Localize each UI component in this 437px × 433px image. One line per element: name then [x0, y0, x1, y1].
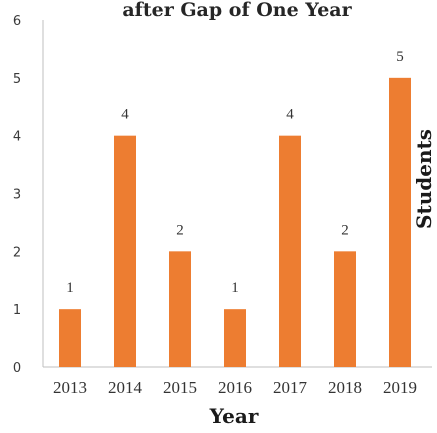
data-label: 2: [176, 222, 184, 238]
chart-title: after Gap of One Year: [122, 0, 352, 21]
y-tick-label: 2: [13, 245, 21, 260]
bar: [59, 309, 81, 367]
x-tick-label: 2014: [108, 378, 143, 397]
x-tick-label: 2017: [273, 378, 308, 397]
bars: [59, 77, 411, 367]
data-labels: 1 4 2 1 4 2 5: [66, 49, 404, 296]
y-tick-label: 3: [13, 188, 21, 203]
x-tick-label: 2019: [383, 378, 417, 397]
y-tick-label: 5: [13, 72, 21, 87]
y-tick-label: 1: [13, 303, 21, 318]
data-label: 4: [286, 107, 294, 123]
bar: [389, 77, 411, 367]
x-tick-label: 2018: [328, 378, 362, 397]
bar: [169, 251, 191, 367]
data-label: 5: [396, 49, 404, 65]
data-label: 4: [121, 107, 129, 123]
y-tick-label: 0: [13, 361, 21, 376]
bar: [224, 309, 246, 367]
y-tick-labels: 0 1 2 3 4 5 6: [13, 14, 21, 376]
bar: [279, 135, 301, 367]
y-tick-label: 6: [13, 14, 21, 29]
x-tick-labels: 2013 2014 2015 2016 2017 2018 2019: [53, 378, 417, 397]
y-axis-title: Students: [412, 129, 436, 229]
x-tick-label: 2016: [218, 378, 252, 397]
data-label: 1: [66, 280, 74, 296]
data-label: 2: [341, 222, 349, 238]
x-axis-title: Year: [209, 404, 259, 428]
x-tick-label: 2015: [163, 378, 197, 397]
bar: [114, 135, 136, 367]
data-label: 1: [231, 280, 239, 296]
y-tick-label: 4: [13, 130, 21, 145]
x-tick-label: 2013: [53, 378, 87, 397]
bar: [334, 251, 356, 367]
